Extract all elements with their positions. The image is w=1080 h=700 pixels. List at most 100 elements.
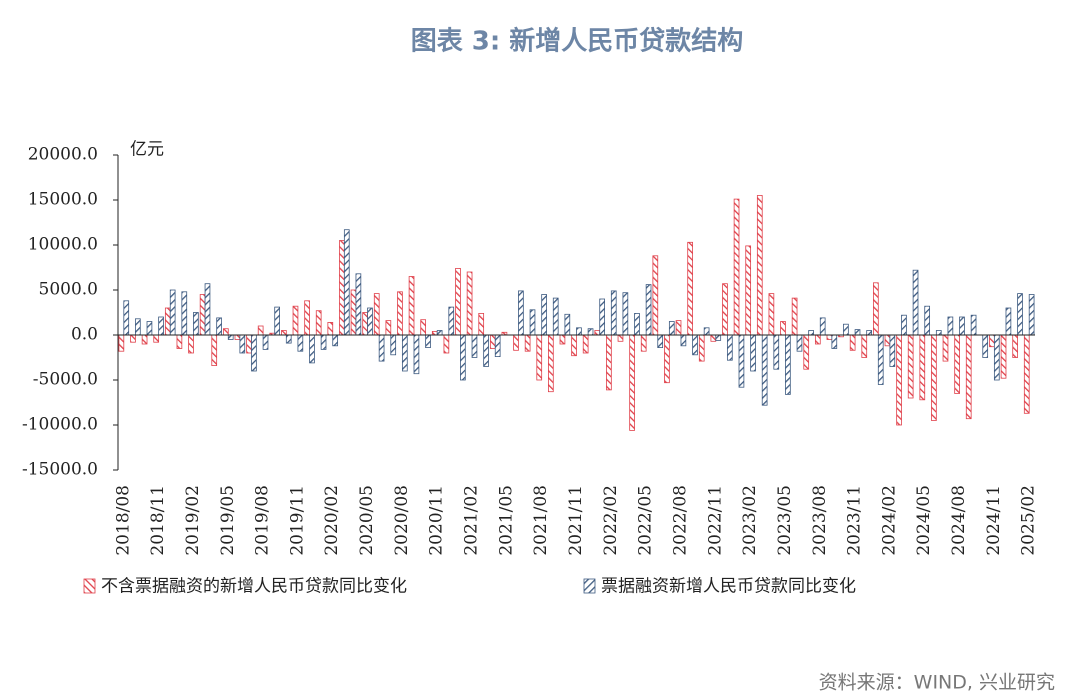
bar — [599, 298, 605, 336]
bar — [715, 334, 722, 341]
bar — [257, 325, 264, 336]
bar — [733, 198, 740, 336]
x-tick-label: 2018/08 — [113, 485, 133, 556]
bar — [436, 330, 443, 336]
unit-label: 亿元 — [130, 140, 164, 160]
bar — [854, 329, 861, 336]
bar — [861, 334, 868, 358]
x-tick-label: 2022/08 — [670, 485, 690, 556]
bar — [227, 334, 234, 340]
x-tick-label: 2021/11 — [566, 485, 586, 556]
bar — [246, 334, 252, 354]
bar — [362, 312, 368, 336]
bar — [489, 334, 496, 349]
bar — [791, 297, 798, 336]
bar — [761, 334, 768, 406]
x-tick-label: 2023/08 — [810, 485, 830, 556]
bar — [931, 334, 937, 421]
bar — [1017, 293, 1023, 336]
bar — [780, 321, 786, 336]
bar — [315, 310, 322, 336]
bar — [587, 328, 594, 336]
bar — [965, 334, 972, 420]
bar — [582, 334, 589, 354]
bar — [466, 271, 473, 336]
bar — [954, 334, 960, 394]
bar — [355, 273, 362, 336]
bar — [970, 314, 977, 336]
y-tick-label: 0.0 — [71, 325, 98, 345]
bar — [843, 323, 849, 336]
bar — [866, 330, 872, 336]
bar — [722, 283, 728, 336]
source: 资料来源：WIND, 兴业研究 — [819, 672, 1055, 694]
bar — [1005, 307, 1012, 336]
bar — [529, 309, 536, 336]
bar — [993, 334, 1000, 381]
bar — [559, 334, 566, 345]
bar — [274, 306, 280, 336]
x-tick-label: 2021/08 — [531, 485, 551, 556]
bar — [285, 334, 292, 344]
x-tick-label: 2019/11 — [287, 485, 307, 556]
bar — [831, 334, 838, 349]
legend-swatch — [583, 578, 596, 594]
bar — [808, 330, 814, 336]
x-tick-label: 2018/11 — [148, 485, 168, 556]
x-tick-label: 2019/08 — [253, 485, 273, 556]
bar — [884, 334, 891, 347]
bar — [518, 290, 524, 336]
bar — [262, 334, 269, 350]
bar — [889, 334, 896, 367]
y-tick-label: -5000.0 — [33, 370, 98, 390]
y-tick-label: 15000.0 — [28, 190, 98, 210]
bar — [343, 229, 350, 336]
bar — [552, 297, 559, 336]
bar — [675, 320, 682, 336]
bar — [524, 334, 531, 352]
x-tick-label: 2022/05 — [636, 485, 656, 556]
bar — [919, 334, 926, 401]
bar — [204, 283, 211, 336]
legend-label: 不含票据融资的新增人民币贷款同比变化 — [101, 577, 407, 597]
bar — [413, 334, 420, 375]
legend-label: 票据融资新增人民币贷款同比变化 — [601, 577, 856, 597]
bar — [397, 291, 403, 336]
x-tick-label: 2020/02 — [322, 485, 342, 556]
bar — [745, 245, 752, 336]
bar — [327, 321, 334, 336]
bar — [594, 330, 601, 336]
bar — [494, 334, 501, 358]
x-tick-label: 2023/05 — [775, 485, 795, 556]
bar — [657, 334, 664, 349]
bar — [408, 276, 415, 336]
bar — [796, 334, 803, 352]
bar — [877, 334, 884, 385]
bar — [536, 334, 543, 381]
y-tick-label: -15000.0 — [22, 460, 98, 480]
x-tick-label: 2023/02 — [740, 485, 760, 556]
bar — [281, 330, 287, 336]
bar — [738, 334, 745, 388]
bar — [803, 334, 810, 370]
x-tick-label: 2020/08 — [392, 485, 412, 556]
bar — [826, 334, 833, 340]
bar — [924, 305, 931, 336]
bar — [297, 334, 304, 352]
bar — [692, 334, 698, 356]
bar — [385, 320, 392, 336]
bar — [169, 289, 176, 336]
bar — [901, 314, 907, 336]
bar — [664, 334, 670, 384]
bar — [819, 317, 826, 336]
bar — [135, 318, 141, 336]
bar — [118, 334, 125, 352]
bar — [959, 316, 965, 336]
bar — [1023, 334, 1030, 414]
bar — [610, 290, 617, 336]
bar — [350, 289, 357, 336]
bar — [478, 312, 485, 336]
bar — [188, 334, 194, 354]
bar — [146, 321, 153, 336]
